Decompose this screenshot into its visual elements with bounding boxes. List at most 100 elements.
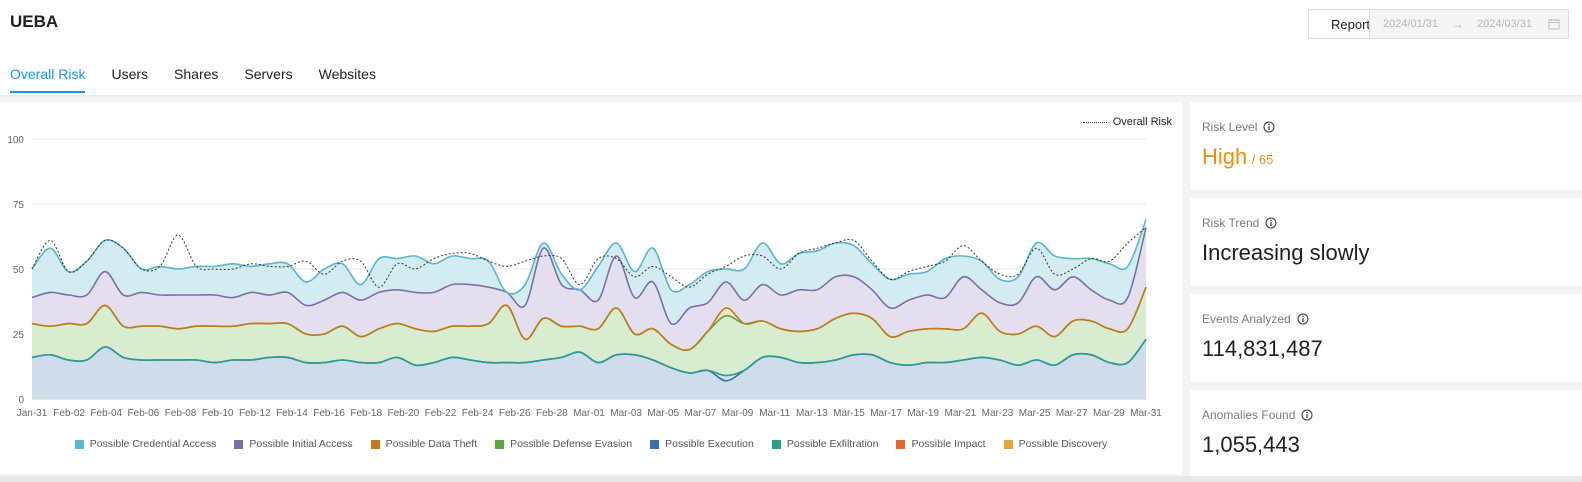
x-tick-label: Mar-19 (907, 408, 939, 419)
risk-area-chart[interactable]: 0 25 50 75 100 Jan-31 Feb-02 Feb-04 Feb-06 Feb-08… (0, 102, 1182, 432)
risk-trend-card: Risk Trend Increasing slowly (1190, 198, 1582, 286)
legend-label: Possible Discovery (1018, 438, 1108, 450)
x-tick-label: Mar-11 (759, 408, 790, 419)
anomalies-found-card: Anomalies Found 1,055,443 (1190, 390, 1582, 478)
legend-label: Possible Credential Access (89, 438, 217, 450)
legend-label: Possible Impact (911, 438, 986, 450)
legend-swatch (234, 439, 244, 449)
x-tick-label: Feb-22 (425, 408, 457, 419)
date-start[interactable]: 2024/01/31 (1383, 18, 1439, 30)
info-icon[interactable] (1297, 313, 1309, 325)
y-tick-label: 0 (18, 395, 24, 406)
x-tick-label: Feb-02 (53, 408, 85, 419)
legend-swatch (74, 439, 84, 449)
date-arrow: → (1452, 17, 1464, 31)
date-end[interactable]: 2024/03/31 (1477, 18, 1533, 30)
overall-risk-legend[interactable]: Overall Risk (1082, 116, 1172, 128)
tab-shares[interactable]: Shares (174, 66, 219, 82)
x-tick-label: Feb-20 (387, 408, 419, 419)
legend-swatch (896, 439, 906, 449)
x-tick-label: Mar-17 (870, 408, 902, 419)
overall-risk-legend-label: Overall Risk (1112, 116, 1172, 128)
info-icon[interactable] (1301, 409, 1313, 421)
events-analyzed-label-text: Events Analyzed (1202, 312, 1291, 326)
events-analyzed-value: 114,831,487 (1202, 336, 1323, 361)
x-tick-label: Mar-07 (685, 408, 717, 419)
risk-level-value: High / 65 (1202, 144, 1273, 170)
x-tick-label: Feb-28 (536, 408, 568, 419)
x-tick-label: Feb-14 (276, 408, 308, 419)
risk-chart-card: Overall Risk 0 25 50 75 100 Jan-31 Feb-02 Feb-0… (0, 102, 1182, 474)
risk-trend-label: Risk Trend (1202, 216, 1277, 230)
bottom-strip (0, 476, 1582, 482)
legend-item[interactable]: Possible Execution (650, 438, 754, 450)
page-title: UEBA (10, 12, 59, 31)
legend-swatch (650, 439, 660, 449)
legend-item[interactable]: Possible Data Theft (370, 438, 477, 450)
legend-label: Possible Exfiltration (786, 438, 879, 450)
events-analyzed-label: Events Analyzed (1202, 312, 1309, 326)
line-possible-credential-access (31, 219, 1147, 295)
tab-bar: Overall Risk Users Shares Servers Websit… (10, 66, 402, 94)
y-tick-label: 75 (13, 200, 25, 211)
risk-level-text: High (1202, 144, 1248, 169)
legend-swatch (370, 439, 380, 449)
tab-overall-risk[interactable]: Overall Risk (10, 66, 86, 94)
events-analyzed-card: Events Analyzed 114,831,487 (1190, 294, 1582, 382)
legend-item[interactable]: Possible Impact (896, 438, 986, 450)
risk-level-label-text: Risk Level (1202, 120, 1258, 134)
legend-item[interactable]: Possible Initial Access (234, 438, 353, 450)
x-tick-label: Feb-04 (90, 408, 122, 419)
risk-level-score: / 65 (1251, 152, 1274, 167)
risk-trend-label-text: Risk Trend (1202, 216, 1260, 230)
tab-websites[interactable]: Websites (318, 66, 376, 82)
series-legend: Possible Credential Access Possible Initi… (0, 438, 1182, 450)
x-tick-label: Mar-29 (1093, 408, 1125, 419)
legend-label: Possible Defense Evasion (510, 438, 633, 450)
anomalies-found-value: 1,055,443 (1202, 432, 1300, 457)
x-tick-label: Mar-15 (833, 408, 865, 419)
info-icon[interactable] (1263, 121, 1275, 133)
anomalies-found-label: Anomalies Found (1202, 408, 1313, 422)
anomalies-found-label-text: Anomalies Found (1202, 408, 1296, 422)
y-tick-label: 100 (7, 135, 24, 146)
legend-item[interactable]: Possible Discovery (1003, 438, 1108, 450)
x-tick-label: Mar-23 (982, 408, 1014, 419)
x-tick-label: Mar-27 (1056, 408, 1088, 419)
legend-item[interactable]: Possible Credential Access (74, 438, 217, 450)
x-tick-label: Feb-10 (202, 408, 234, 419)
x-tick-label: Feb-26 (499, 408, 531, 419)
tab-users[interactable]: Users (111, 66, 149, 82)
x-tick-label: Feb-18 (350, 408, 382, 419)
x-tick-label: Jan-31 (17, 408, 48, 419)
tab-servers[interactable]: Servers (244, 66, 293, 82)
x-tick-label: Feb-08 (165, 408, 197, 419)
line-possible-exfiltration (31, 338, 1147, 377)
legend-swatch (495, 439, 505, 449)
legend-label: Possible Execution (665, 438, 754, 450)
legend-item[interactable]: Possible Exfiltration (771, 438, 879, 450)
risk-level-label: Risk Level (1202, 120, 1275, 134)
x-tick-label: Mar-25 (1019, 408, 1051, 419)
y-tick-label: 50 (13, 265, 25, 276)
x-tick-label: Feb-16 (313, 408, 345, 419)
dotted-line-swatch (1082, 121, 1107, 123)
x-tick-label: Feb-06 (128, 408, 160, 419)
x-tick-label: Mar-31 (1130, 408, 1162, 419)
calendar-icon[interactable] (1548, 18, 1560, 30)
legend-item[interactable]: Possible Defense Evasion (495, 438, 632, 450)
info-icon[interactable] (1265, 217, 1277, 229)
line-possible-initial-access (31, 227, 1147, 326)
x-tick-label: Mar-09 (722, 408, 754, 419)
y-tick-label: 25 (13, 330, 25, 341)
risk-trend-value: Increasing slowly (1202, 240, 1370, 265)
legend-swatch (1003, 439, 1013, 449)
line-possible-data-theft (31, 286, 1147, 351)
top-bar: UEBA Report 2024/01/31 → 2024/03/31 Over… (0, 0, 1582, 96)
risk-level-card: Risk Level High / 65 (1190, 102, 1582, 190)
overall-risk-line (31, 227, 1147, 288)
x-tick-label: Feb-24 (462, 408, 494, 419)
x-tick-label: Mar-05 (647, 408, 679, 419)
x-tick-label: Mar-13 (796, 408, 828, 419)
date-range-picker[interactable]: 2024/01/31 → 2024/03/31 (1369, 9, 1569, 39)
